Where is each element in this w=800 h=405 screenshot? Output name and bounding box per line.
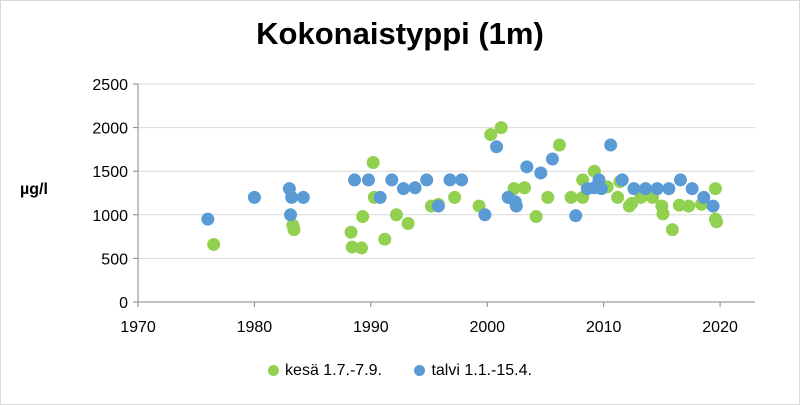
legend-item-talvi: talvi 1.1.-15.4. (414, 362, 532, 380)
data-point-1-37 (697, 190, 711, 204)
data-point-0-37 (672, 198, 686, 212)
data-point-0-11 (401, 217, 415, 231)
data-point-0-0 (207, 237, 221, 251)
data-point-0-5 (355, 241, 369, 255)
data-point-1-17 (490, 140, 504, 154)
data-point-0-40 (708, 182, 722, 196)
data-point-1-11 (408, 181, 422, 195)
ytick-label-2000: 2000 (92, 121, 128, 138)
data-point-1-7 (362, 173, 376, 187)
xtick-label-1980: 1980 (237, 319, 273, 336)
data-point-1-22 (534, 166, 548, 180)
tick-labels: 0 500 1000 1500 2000 2500 1970 1980 1990 2000 2010… (92, 77, 738, 336)
data-point-1-8 (373, 190, 387, 204)
ytick-label-1500: 1500 (92, 164, 128, 181)
data-point-0-7 (366, 155, 380, 169)
legend-marker-kesa (268, 365, 280, 377)
legend-label-talvi: talvi 1.1.-15.4. (431, 362, 532, 379)
data-point-0-22 (552, 138, 566, 152)
chart-title: Kokonaistyppi (1m) (256, 16, 544, 51)
data-point-1-6 (348, 173, 362, 187)
data-point-1-36 (685, 182, 699, 196)
data-point-0-6 (356, 210, 370, 224)
data-point-1-30 (615, 173, 629, 187)
data-point-1-13 (431, 199, 445, 213)
data-point-1-4 (285, 190, 299, 204)
gridlines (138, 83, 755, 259)
data-point-1-5 (296, 190, 310, 204)
data-point-0-35 (656, 207, 670, 221)
data-point-0-36 (665, 223, 679, 237)
data-point-1-3 (284, 208, 298, 222)
xtick-label-2000: 2000 (469, 319, 505, 336)
data-point-1-24 (569, 209, 583, 223)
data-point-1-21 (520, 160, 534, 174)
data-point-0-31 (625, 196, 639, 210)
data-point-1-20 (509, 199, 523, 213)
data-point-1-23 (545, 152, 559, 166)
data-point-0-23 (564, 190, 578, 204)
legend-item-kesa: kesä 1.7.-7.9. (268, 362, 382, 380)
xtick-label-2020: 2020 (702, 319, 738, 336)
legend-label-kesa: kesä 1.7.-7.9. (285, 362, 382, 379)
data-point-1-33 (650, 182, 664, 196)
data-point-0-19 (517, 181, 531, 195)
legend-marker-talvi (414, 365, 426, 377)
y-axis-label: µg/l (20, 181, 48, 198)
data-point-1-1 (247, 190, 261, 204)
xtick-label-1970: 1970 (120, 319, 156, 336)
data-point-1-35 (673, 173, 687, 187)
axes (133, 83, 755, 307)
data-point-0-9 (378, 232, 392, 246)
data-point-1-12 (420, 173, 434, 187)
data-point-0-42 (708, 212, 722, 226)
data-point-1-14 (443, 173, 457, 187)
ytick-label-2500: 2500 (92, 77, 128, 94)
data-point-0-2 (287, 223, 301, 237)
ytick-label-500: 500 (101, 251, 128, 268)
data-point-1-0 (201, 212, 215, 226)
data-point-1-9 (385, 173, 399, 187)
series-1 (201, 138, 720, 226)
data-point-1-10 (396, 182, 410, 196)
legend: kesä 1.7.-7.9. talvi 1.1.-15.4. (0, 362, 800, 380)
data-point-1-28 (594, 182, 608, 196)
data-point-0-21 (541, 190, 555, 204)
data-point-0-38 (682, 199, 696, 213)
data-point-0-17 (494, 121, 508, 135)
xtick-label-2010: 2010 (586, 319, 622, 336)
ytick-label-0: 0 (119, 295, 128, 312)
data-point-1-15 (455, 173, 469, 187)
xtick-label-1990: 1990 (353, 319, 389, 336)
data-point-0-16 (484, 128, 498, 142)
data-point-1-32 (639, 182, 653, 196)
data-point-1-31 (627, 182, 641, 196)
data-point-0-3 (344, 225, 358, 239)
data-point-0-10 (389, 208, 403, 222)
data-point-0-28 (611, 190, 625, 204)
data-point-0-20 (529, 210, 543, 224)
data-point-1-16 (478, 208, 492, 222)
data-point-1-29 (604, 138, 618, 152)
data-point-0-14 (448, 190, 462, 204)
data-point-1-38 (706, 199, 720, 213)
data-point-0-4 (345, 240, 359, 254)
data-point-1-34 (662, 182, 676, 196)
data-points (201, 121, 724, 255)
ytick-label-1000: 1000 (92, 208, 128, 225)
